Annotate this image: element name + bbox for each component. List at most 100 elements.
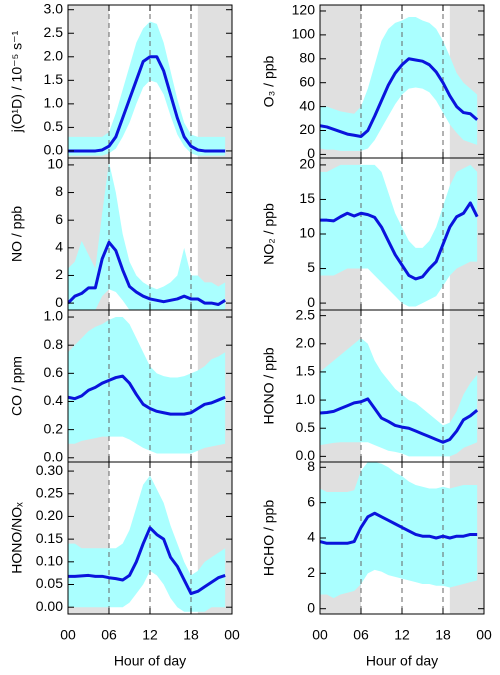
plot-area — [320, 5, 484, 158]
range-band — [68, 21, 226, 156]
y-axis-label: HCHO / ppb — [261, 500, 277, 576]
y-tick-label: 4 — [307, 529, 315, 545]
y-tick-label: 2.5 — [44, 24, 64, 40]
y-tick-label: 2.5 — [296, 306, 316, 322]
plot-area — [68, 5, 232, 158]
range-band — [68, 162, 226, 310]
range-band — [320, 462, 478, 599]
y-tick-label: 80 — [299, 49, 315, 65]
panel: 0 20 40 60 80 100 120 O₃ / ppb — [261, 2, 485, 161]
y-tick-label: 0.5 — [44, 118, 64, 134]
y-axis-label: HONO / ppb — [261, 347, 277, 424]
y-axis-label: HONO/NOₓ — [9, 502, 25, 574]
y-tick-label: 1.0 — [296, 391, 316, 407]
panel: 0.00 0.05 0.10 0.15 0.20 0.25 0.30 00 06 12 18 00 Ho… — [9, 461, 240, 669]
y-tick-label: 0.4 — [44, 392, 64, 408]
y-tick-label: 40 — [299, 97, 315, 113]
y-axis-label: j(O¹D) / 10⁻⁵ s⁻¹ — [9, 30, 25, 133]
plot-area — [320, 462, 484, 614]
x-tick-label: 06 — [101, 627, 117, 643]
y-tick-label: 120 — [292, 2, 316, 18]
y-tick-label: 100 — [292, 26, 316, 42]
line — [68, 240, 226, 306]
x-axis-label: Hour of day — [114, 653, 186, 669]
y-tick-label: 3.0 — [44, 0, 64, 16]
y-tick-label: 0.05 — [36, 575, 63, 591]
x-tick-label: 06 — [353, 627, 369, 643]
y-tick-label: 2 — [307, 564, 315, 580]
line — [320, 57, 479, 138]
y-axis-label: NO / ppb — [9, 206, 25, 262]
plot-area — [68, 462, 232, 614]
y-tick-label: 1.5 — [44, 71, 64, 87]
y-tick-label: 0 — [55, 294, 63, 310]
panel: 0.0 0.5 1.0 1.5 2.0 2.5 HONO / ppb — [261, 306, 485, 463]
y-tick-label: 1.5 — [296, 363, 316, 379]
y-tick-label: 0.30 — [36, 462, 63, 478]
plot-area — [68, 158, 232, 310]
plot-area — [68, 310, 232, 462]
y-tick-label: 6 — [307, 493, 315, 509]
y-tick-label: 0 — [307, 145, 315, 161]
x-tick-label: 18 — [435, 627, 451, 643]
night-shade — [68, 5, 109, 158]
x-tick-label: 18 — [183, 627, 199, 643]
y-tick-label: 8 — [55, 183, 63, 199]
y-tick-label: 0.0 — [44, 142, 64, 158]
y-tick-label: 0.0 — [296, 447, 316, 463]
y-tick-label: 0.0 — [44, 448, 64, 464]
range-band — [68, 317, 226, 454]
plot-area — [320, 158, 484, 310]
x-tick-label: 12 — [394, 627, 410, 643]
x-tick-label: 00 — [476, 627, 492, 643]
y-tick-label: 0.5 — [296, 419, 316, 435]
y-tick-label: 2.0 — [296, 334, 316, 350]
line — [320, 397, 479, 444]
y-tick-label: 15 — [299, 190, 315, 206]
y-axis-label: CO / ppm — [9, 356, 25, 416]
y-tick-label: 20 — [299, 121, 315, 137]
y-tick-label: 6 — [55, 211, 63, 227]
range-band — [320, 164, 478, 307]
y-tick-label: 10 — [299, 225, 315, 241]
x-axis-label: Hour of day — [366, 653, 438, 669]
y-tick-label: 20 — [299, 156, 315, 172]
x-tick-label: 00 — [312, 627, 328, 643]
panel: 0.0 0.2 0.4 0.6 0.8 1.0 CO / ppm — [9, 308, 233, 464]
y-tick-label: 0 — [307, 294, 315, 310]
y-tick-label: 0.20 — [36, 507, 63, 523]
night-shade — [197, 5, 232, 158]
line — [68, 526, 226, 596]
y-tick-label: 1.0 — [44, 95, 64, 111]
range-band — [320, 16, 478, 151]
panel: 0 2 4 6 8 10 NO / ppb — [9, 156, 233, 311]
x-tick-label: 00 — [60, 627, 76, 643]
range-band — [320, 338, 478, 457]
panel: 0.0 0.5 1.0 1.5 2.0 2.5 3.0 j(O¹D) / 10⁻⁵ s⁻¹ — [9, 0, 233, 159]
y-tick-label: 0 — [307, 599, 315, 615]
y-tick-label: 10 — [47, 156, 63, 172]
y-tick-label: 0.8 — [44, 336, 64, 352]
y-tick-label: 8 — [307, 458, 315, 474]
y-tick-label: 0.10 — [36, 553, 63, 569]
y-tick-label: 0.25 — [36, 484, 63, 500]
x-tick-label: 00 — [224, 627, 240, 643]
y-tick-label: 0.6 — [44, 364, 64, 380]
panel: 0 2 4 6 8 00 06 12 18 00 Hour of day HCHO / ppb — [261, 458, 492, 669]
line — [320, 511, 478, 545]
y-tick-label: 4 — [55, 239, 63, 255]
y-tick-label: 0.00 — [36, 598, 63, 614]
y-axis-label: O₃ / ppb — [261, 55, 277, 107]
y-tick-label: 5 — [307, 259, 315, 275]
line — [68, 55, 226, 153]
y-tick-label: 2.0 — [44, 47, 64, 63]
line — [68, 374, 226, 416]
panel: 0 5 10 15 20 NO₂ / ppb — [261, 156, 485, 311]
x-tick-label: 12 — [142, 627, 158, 643]
y-tick-label: 2 — [55, 266, 63, 282]
line — [320, 201, 479, 281]
y-tick-label: 0.2 — [44, 420, 64, 436]
y-tick-label: 1.0 — [44, 308, 64, 324]
y-tick-label: 0.15 — [36, 530, 63, 546]
